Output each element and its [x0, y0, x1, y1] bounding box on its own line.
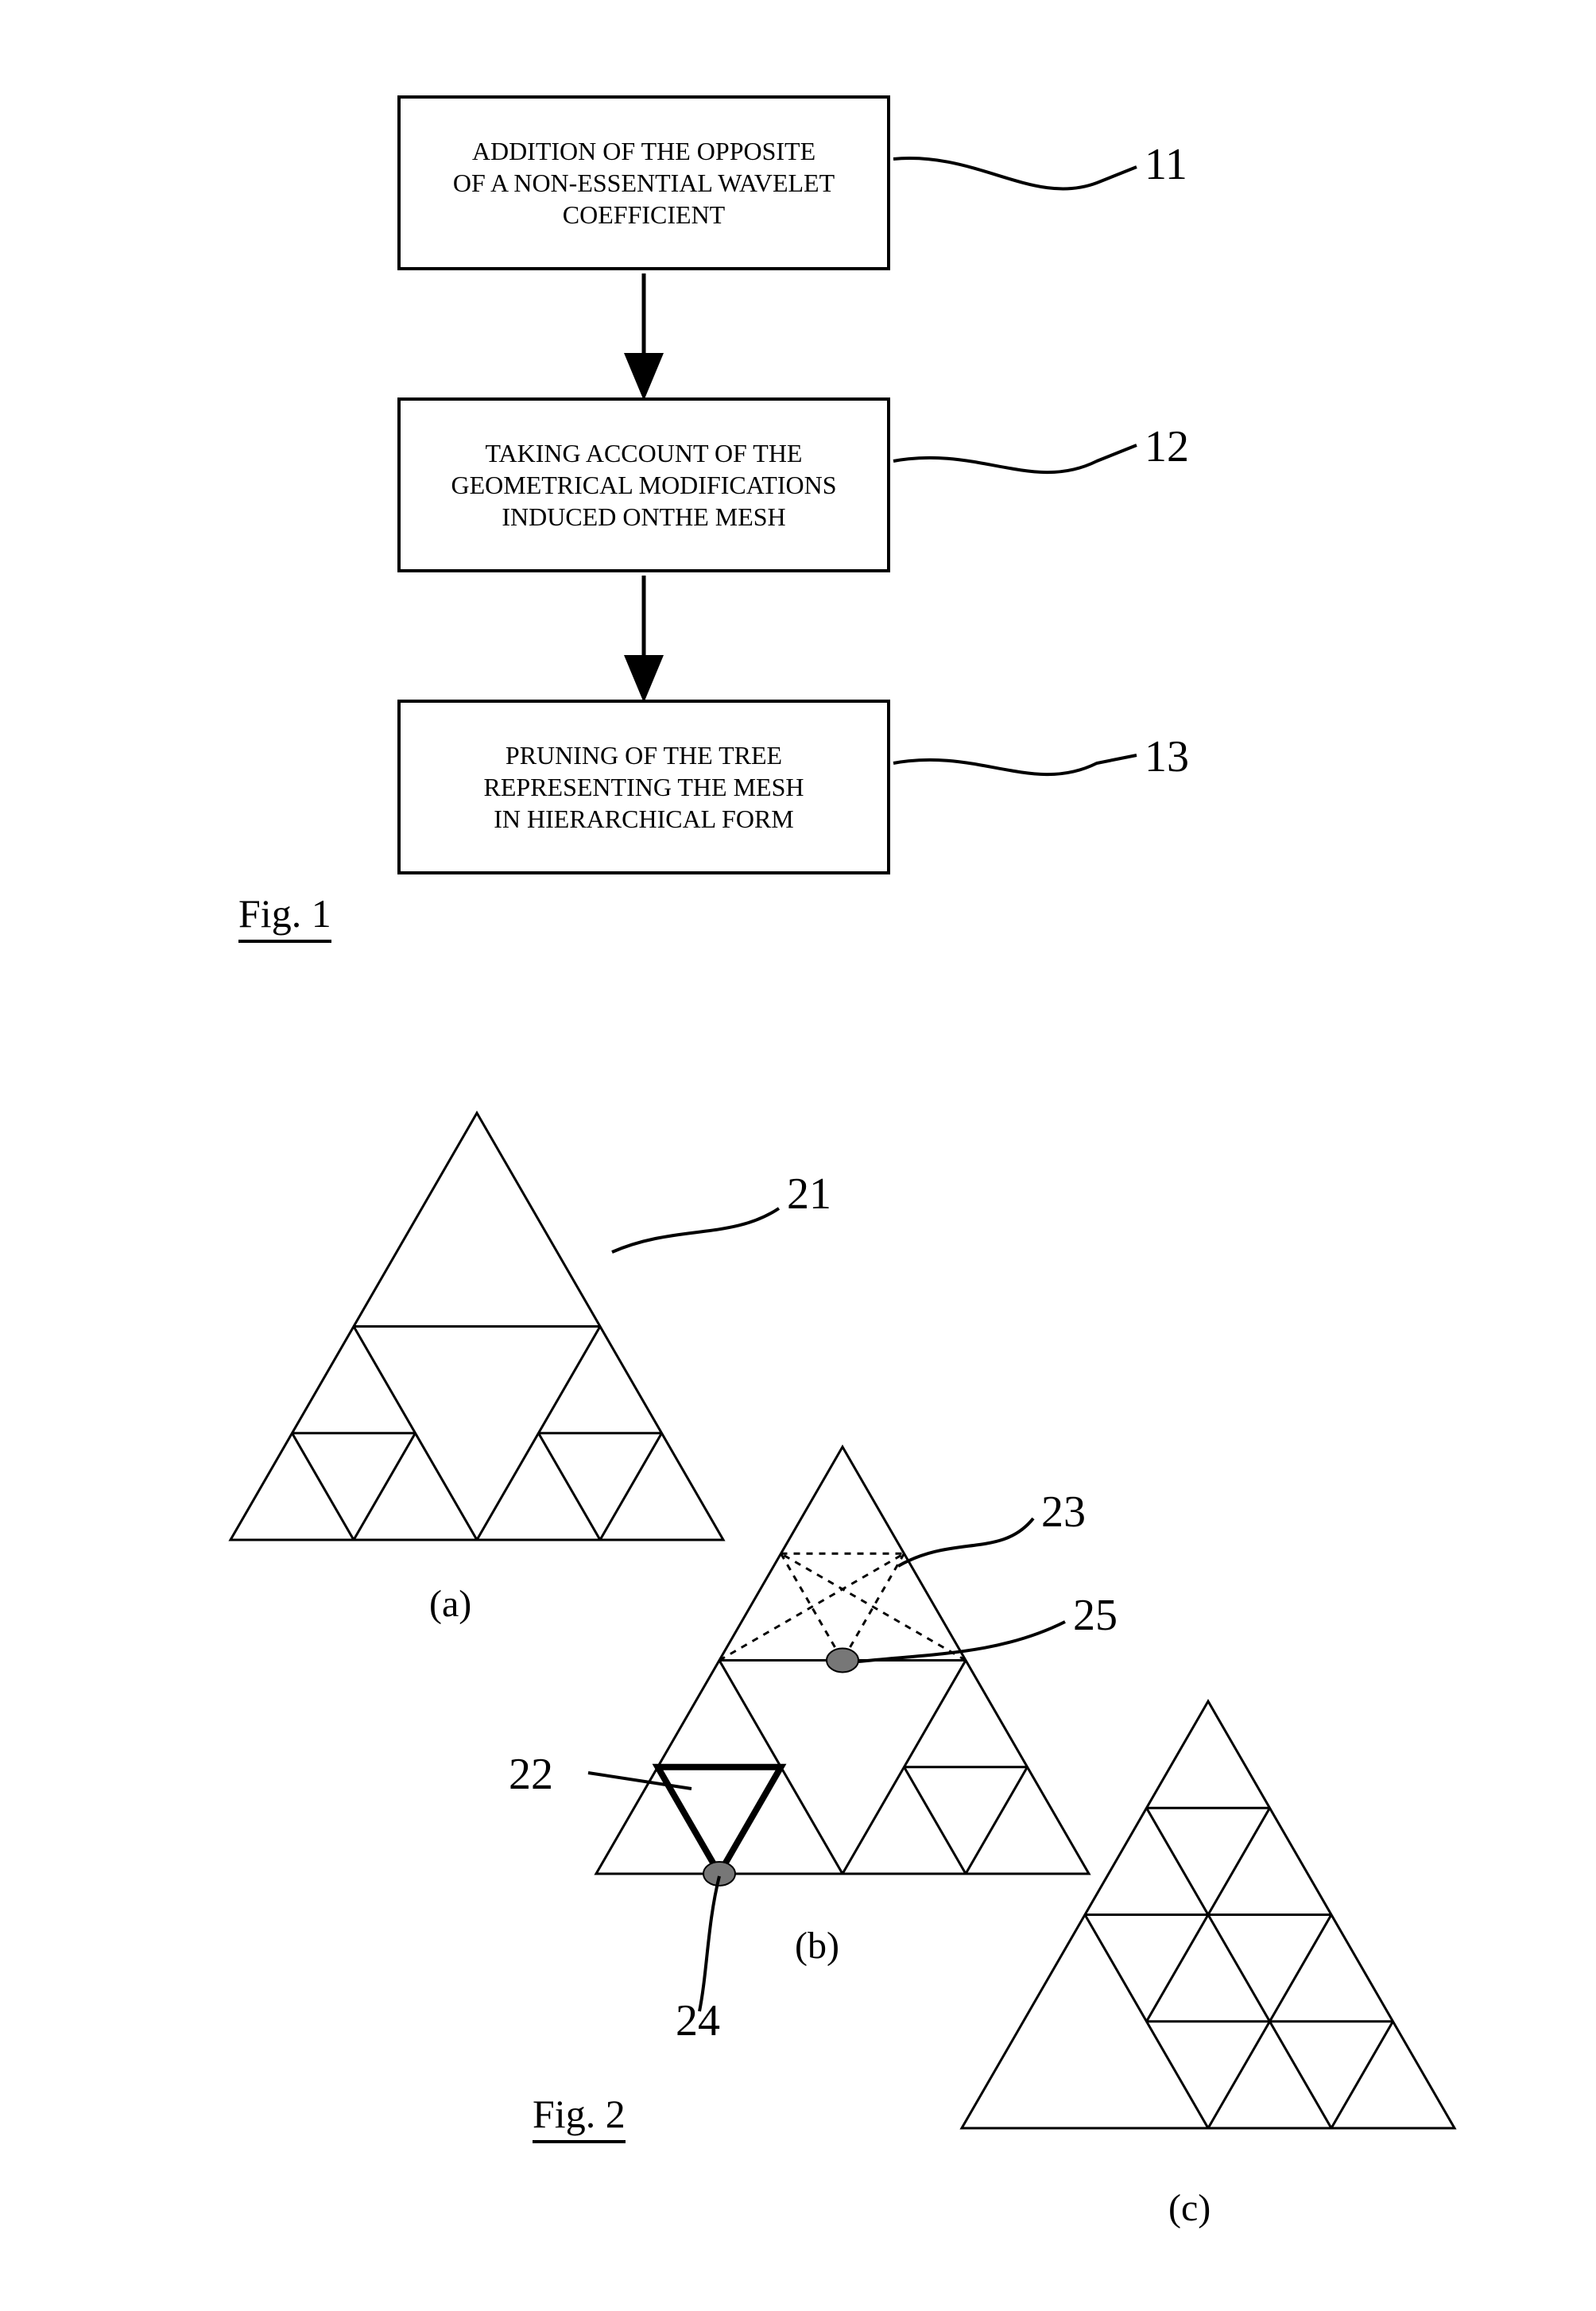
anno-22-text: 22: [509, 1750, 553, 1799]
fig2-anno-25: 25: [1073, 1590, 1118, 1641]
fig2-sub-c: (c): [1168, 2186, 1211, 2230]
fig2-anno-24: 24: [676, 1995, 720, 2046]
anno-23-text: 23: [1041, 1487, 1086, 1537]
anno-21-text: 21: [787, 1169, 831, 1219]
sub-c-text: (c): [1168, 2187, 1211, 2229]
fig2-label: Fig. 2: [533, 2091, 626, 2143]
fig2-label-text: Fig. 2: [533, 2092, 626, 2136]
fig2-sub-a: (a): [429, 1582, 471, 1626]
sub-b-text: (b): [795, 1925, 839, 1967]
fig2-anno-23: 23: [1041, 1487, 1086, 1537]
anno-25-text: 25: [1073, 1591, 1118, 1640]
page: ADDITION OF THE OPPOSITE OF A NON-ESSENT…: [0, 0, 1596, 2311]
sub-a-text: (a): [429, 1583, 471, 1625]
fig2-anno-22: 22: [509, 1749, 553, 1800]
anno-24-text: 24: [676, 1996, 720, 2045]
fig2-anno-21: 21: [787, 1169, 831, 1219]
fig2-sub-b: (b): [795, 1924, 839, 1968]
